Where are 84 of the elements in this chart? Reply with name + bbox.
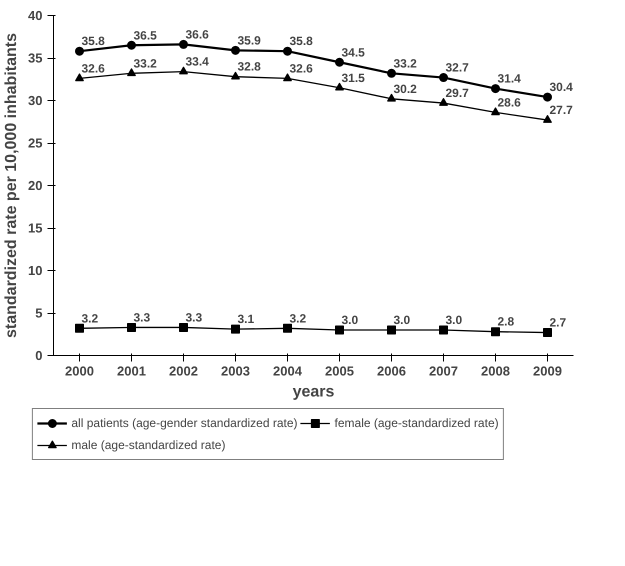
y-tick-label: 0	[35, 348, 43, 363]
x-tick-label: 2007	[429, 364, 458, 378]
data-label: 27.7	[550, 103, 574, 118]
point	[439, 326, 448, 334]
point	[491, 327, 500, 336]
data-label: 30.2	[394, 82, 418, 96]
point	[179, 40, 188, 49]
y-tick-label: 40	[28, 8, 43, 23]
point	[335, 82, 344, 91]
data-label: 32.8	[238, 60, 262, 74]
point	[127, 322, 136, 332]
point	[231, 46, 240, 55]
legend-label: female (age-standardized rate)	[334, 416, 499, 430]
data-label: 34.5	[342, 45, 366, 60]
x-tick-label: 2001	[117, 364, 146, 378]
data-label: 3.1	[238, 312, 255, 326]
data-label: 3.3	[186, 310, 203, 324]
x-tick-label: 2006	[377, 364, 406, 378]
point	[179, 66, 188, 74]
y-tick-label: 10	[28, 263, 43, 278]
data-label: 3.0	[446, 313, 463, 327]
data-label: 2.7	[550, 316, 567, 330]
data-label: 3.0	[394, 313, 411, 327]
y-axis-title: standardized rate per 10,000 inhabitants	[3, 32, 20, 338]
data-label: 28.6	[498, 95, 522, 110]
point	[491, 84, 500, 94]
data-label: 36.6	[186, 27, 210, 42]
data-label: 32.7	[446, 60, 470, 75]
point	[387, 94, 396, 102]
data-label: 2.8	[498, 314, 515, 329]
point	[439, 98, 448, 106]
point	[283, 46, 292, 56]
point	[543, 328, 552, 338]
point	[179, 322, 188, 332]
point	[231, 324, 240, 334]
point	[543, 92, 552, 102]
x-tick-label: 2003	[221, 364, 250, 378]
point	[283, 73, 292, 82]
y-tick-label: 5	[35, 306, 43, 320]
point	[335, 326, 344, 334]
data-label: 35.9	[238, 33, 262, 48]
data-label: 31.5	[342, 70, 366, 85]
point	[127, 40, 136, 50]
point	[75, 324, 84, 333]
data-label: 32.6	[82, 61, 106, 76]
point	[231, 72, 240, 80]
y-tick-label: 30	[28, 93, 43, 108]
data-label: 3.3	[134, 310, 151, 324]
data-label: 35.8	[82, 34, 106, 48]
point	[491, 107, 500, 116]
x-axis-title: years	[292, 384, 335, 400]
point	[127, 68, 136, 76]
legend-label: all patients (age-gender standardized rate)	[71, 416, 298, 430]
data-label: 35.8	[290, 34, 314, 48]
y-tick-label: 20	[28, 178, 43, 193]
data-label: 3.2	[82, 311, 99, 326]
x-tick-label: 2000	[65, 364, 94, 378]
point	[75, 73, 84, 82]
point	[335, 58, 344, 67]
data-label: 33.4	[186, 54, 210, 69]
data-label: 31.4	[498, 72, 522, 86]
data-label: 33.2	[134, 56, 158, 70]
data-label: 29.7	[446, 86, 470, 100]
legend-label: male (age-standardized rate)	[71, 438, 226, 452]
x-tick-label: 2004	[273, 364, 303, 378]
point	[439, 73, 448, 82]
data-label: 36.5	[134, 28, 158, 42]
data-label: 33.2	[394, 56, 418, 70]
point	[543, 114, 552, 123]
point	[75, 46, 84, 56]
data-label: 30.4	[550, 80, 574, 94]
point	[387, 68, 396, 78]
data-label: 32.6	[290, 61, 314, 76]
x-tick-label: 2002	[169, 364, 198, 378]
x-tick-label: 2008	[481, 364, 510, 378]
data-label: 3.2	[290, 311, 307, 326]
x-tick-label: 2005	[325, 364, 354, 378]
data-label: 3.0	[342, 313, 359, 327]
x-tick-label: 2009	[533, 364, 562, 378]
y-tick-label: 25	[28, 136, 43, 150]
y-tick-label: 15	[28, 220, 43, 236]
point	[283, 324, 292, 333]
point	[387, 326, 396, 334]
y-tick-label: 35	[28, 50, 43, 66]
